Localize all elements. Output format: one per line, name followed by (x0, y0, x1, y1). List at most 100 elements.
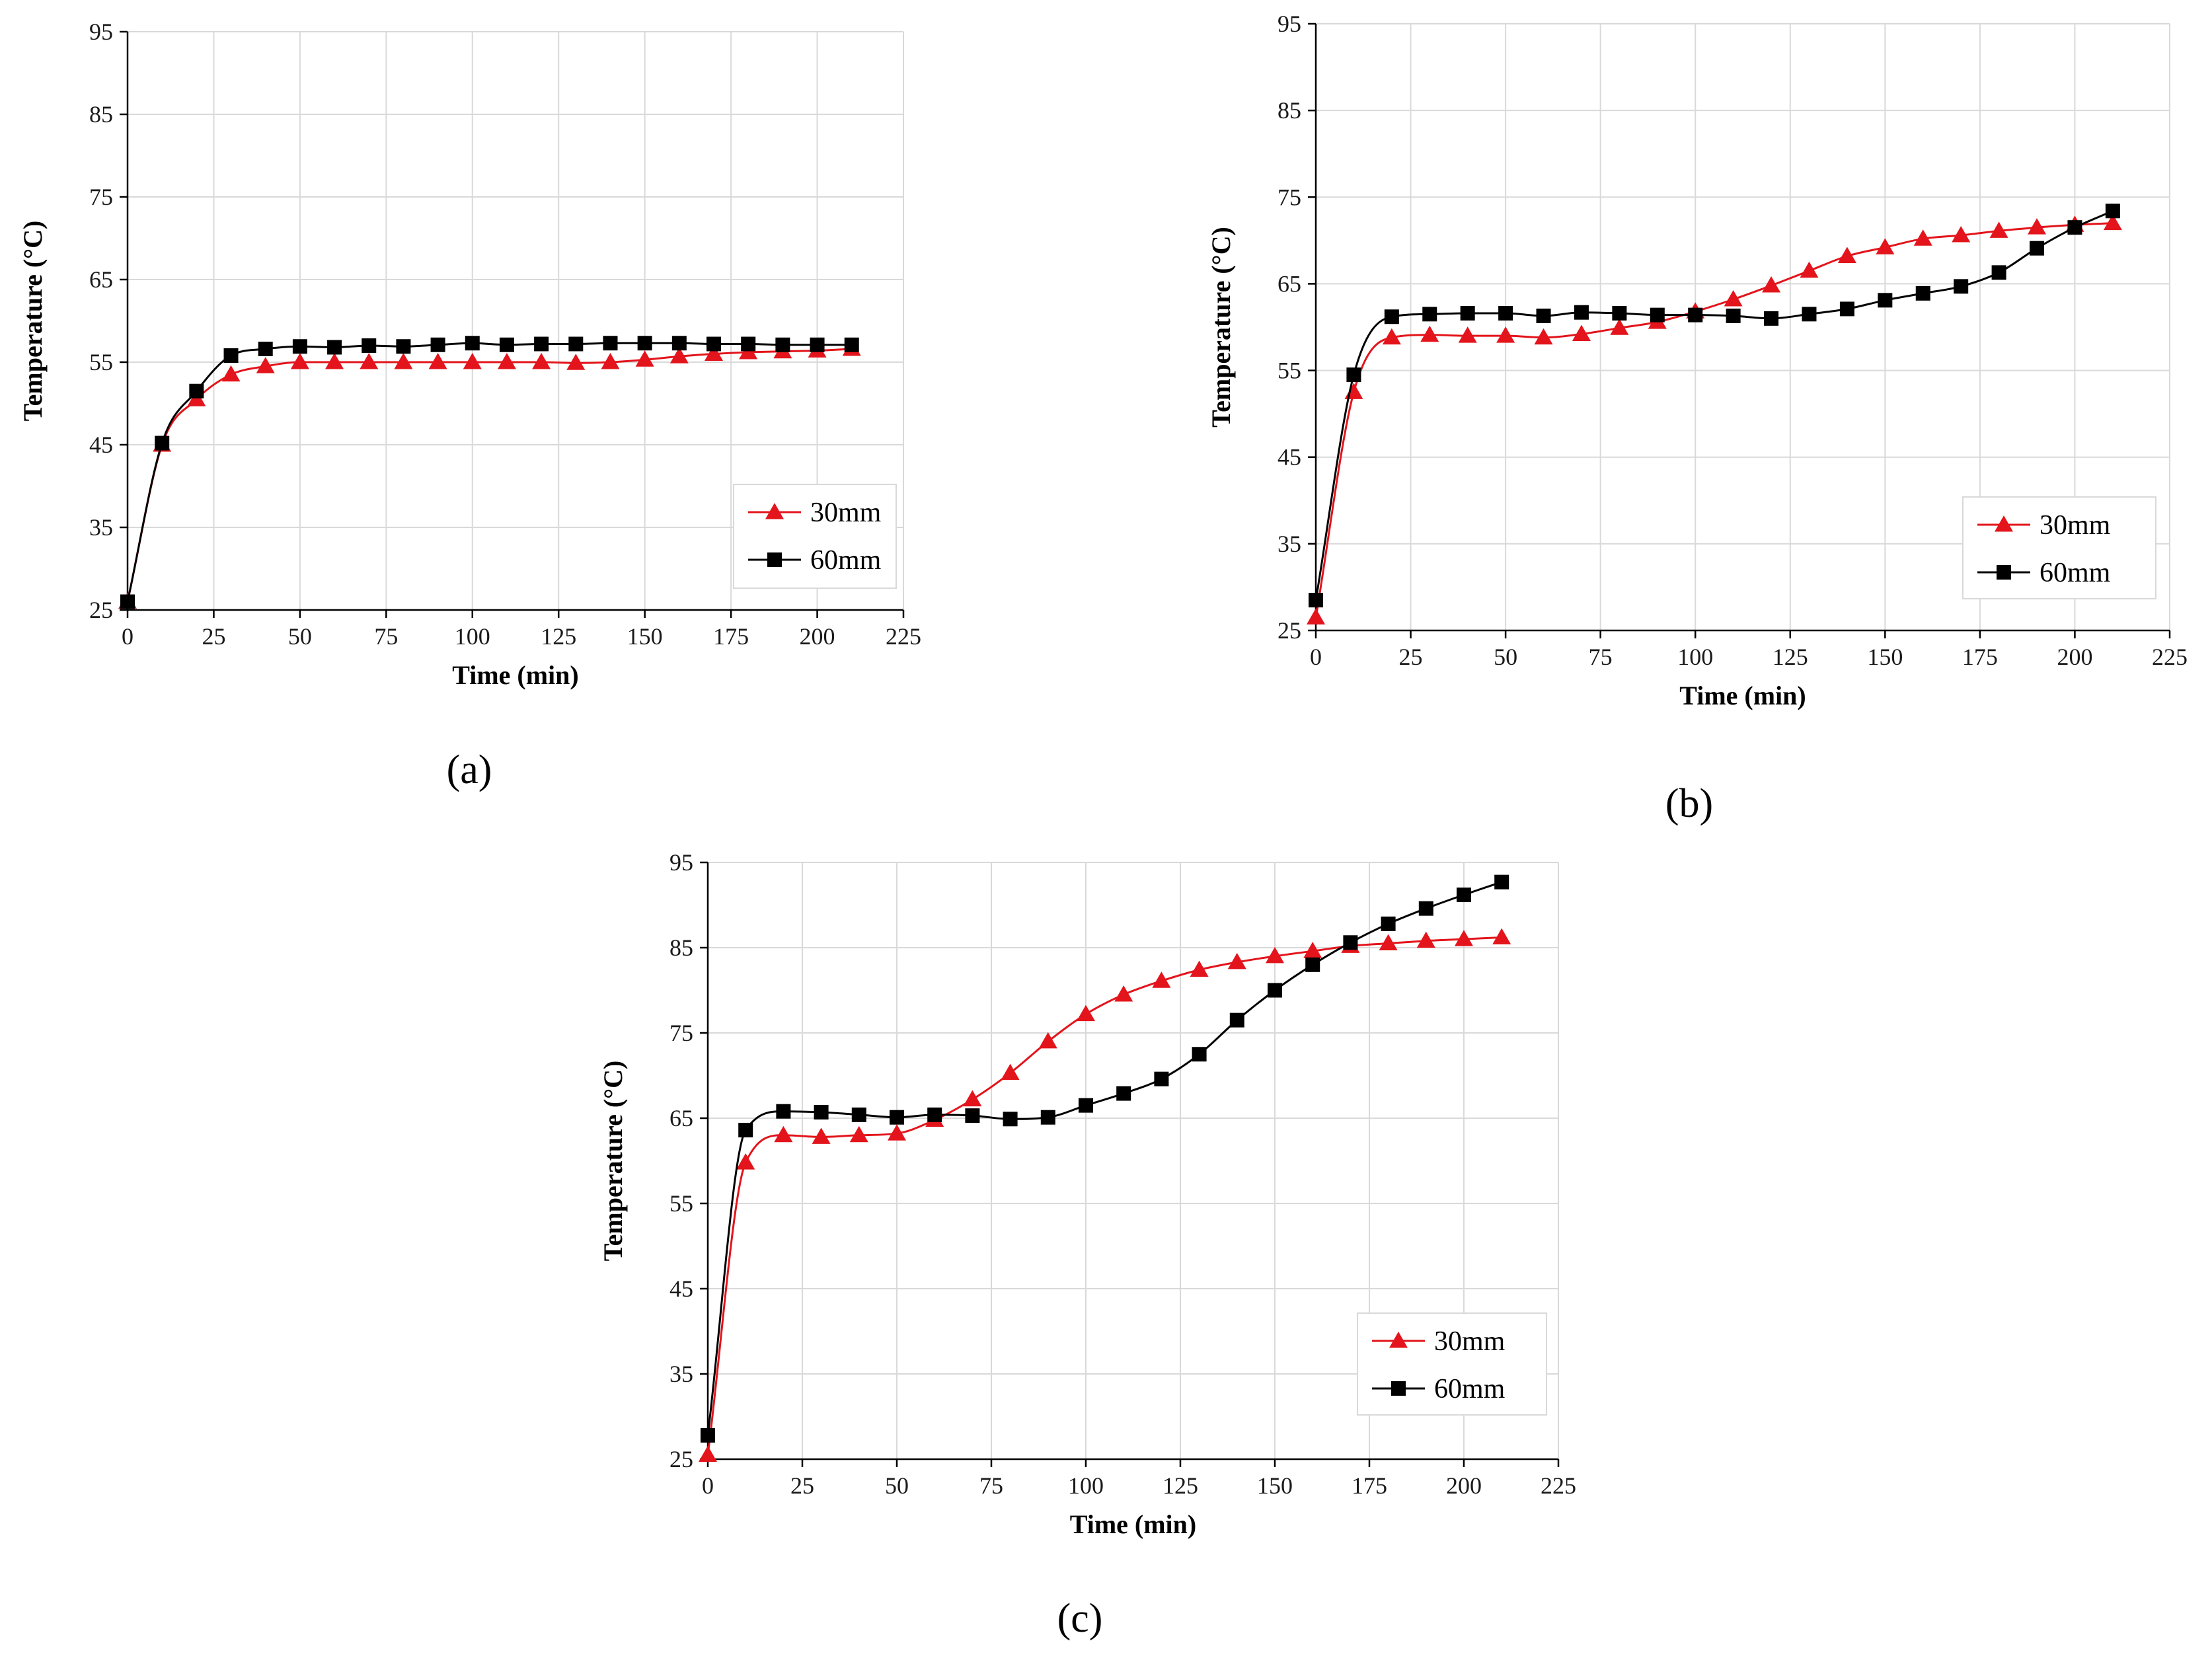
y-tick-label: 75 (669, 1020, 693, 1046)
data-point-30mm (428, 353, 447, 369)
x-tick-label: 50 (885, 1472, 909, 1499)
data-point-60mm (776, 1104, 791, 1119)
y-tick-label: 95 (1278, 11, 1301, 37)
data-point-60mm (738, 1123, 753, 1138)
data-point-60mm (155, 436, 170, 451)
y-tick-label: 35 (1278, 531, 1301, 557)
y-axis-title: Temperature (°C) (1206, 227, 1236, 428)
y-tick-label: 75 (1278, 184, 1301, 210)
x-tick-label: 25 (202, 623, 225, 650)
data-point-30mm (394, 353, 413, 369)
data-point-60mm (2030, 241, 2045, 256)
data-point-30mm (1913, 229, 1932, 246)
data-point-60mm (637, 336, 652, 351)
y-tick-label: 55 (669, 1190, 693, 1217)
data-point-30mm (705, 344, 724, 361)
legend: 30mm 60mm (1357, 1312, 1547, 1416)
data-point-60mm (568, 336, 584, 352)
x-tick-label: 75 (979, 1472, 1003, 1499)
x-tick-label: 125 (541, 623, 576, 650)
data-point-30mm (1989, 221, 2008, 238)
data-point-60mm (1418, 901, 1433, 916)
data-point-30mm (1534, 328, 1553, 345)
data-point-30mm (1724, 290, 1743, 307)
x-tick-label: 200 (1446, 1472, 1482, 1499)
data-point-60mm (258, 342, 273, 356)
y-tick-label: 45 (89, 432, 113, 458)
y-tick-label: 85 (89, 101, 113, 128)
data-point-60mm (223, 348, 239, 363)
series-60mm (701, 874, 1509, 1443)
data-point-60mm (1802, 307, 1817, 322)
data-point-30mm (1876, 238, 1895, 254)
data-point-30mm (1800, 261, 1819, 278)
data-point-60mm (2067, 220, 2082, 235)
data-point-30mm (221, 365, 241, 382)
data-point-60mm (1954, 279, 1969, 294)
data-point-60mm (671, 336, 687, 351)
y-tick-label: 95 (89, 19, 113, 45)
panel-label-a: (a) (447, 747, 492, 792)
data-point-60mm (1309, 593, 1323, 608)
data-point-30mm (888, 1124, 906, 1141)
data-point-30mm (1420, 325, 1439, 342)
data-point-60mm (603, 336, 618, 351)
x-axis-title: Time (min) (452, 660, 578, 690)
panel-a-chart: 0 25 50 75 100 125 150 175 200 225 25 35 45 55 65 75 85 9… (18, 19, 921, 690)
legend-label-30mm: 30mm (1434, 1326, 1506, 1357)
data-point-60mm (1116, 1086, 1131, 1101)
y-tick-label: 45 (669, 1275, 693, 1302)
data-point-30mm (736, 1153, 755, 1170)
data-point-30mm (1114, 985, 1133, 1002)
legend-swatch-marker (765, 503, 784, 519)
data-point-60mm (1079, 1098, 1093, 1113)
x-tick-label: 100 (455, 623, 490, 650)
data-point-60mm (1991, 265, 2006, 280)
data-point-60mm (814, 1104, 829, 1120)
data-point-30mm (1496, 326, 1515, 343)
legend-swatch-marker (1391, 1381, 1406, 1396)
series-60mm (1309, 204, 2120, 608)
x-tick-label: 0 (702, 1472, 714, 1499)
data-point-60mm (741, 336, 756, 352)
panel-c-chart: 0 25 50 75 100 125 150 175 200 225 25 35 45 55 65 75 85 9… (598, 849, 1576, 1539)
data-point-60mm (1305, 957, 1320, 972)
y-tick-label: 65 (89, 266, 113, 293)
x-tick-label: 50 (288, 623, 312, 650)
data-point-30mm (1952, 225, 1971, 243)
y-tick-label: 85 (1278, 97, 1301, 124)
data-point-30mm (532, 353, 551, 369)
data-point-60mm (927, 1107, 942, 1122)
y-tick-label: 25 (1278, 617, 1301, 644)
legend-swatch-marker (1995, 515, 2013, 532)
data-point-60mm (1726, 308, 1741, 323)
data-point-60mm (465, 336, 480, 351)
x-tick-label: 225 (886, 623, 921, 650)
data-point-30mm (849, 1125, 868, 1143)
y-tick-label: 85 (669, 934, 693, 961)
data-point-30mm (1303, 942, 1322, 958)
data-point-60mm (499, 337, 514, 352)
data-point-30mm (669, 347, 689, 363)
data-point-60mm (1343, 935, 1358, 950)
y-tick-label: 25 (669, 1446, 693, 1472)
data-point-60mm (1346, 367, 1361, 383)
y-tick-label: 75 (89, 184, 113, 210)
data-point-60mm (1574, 305, 1589, 320)
data-point-60mm (775, 337, 790, 352)
data-point-60mm (430, 337, 445, 352)
data-point-60mm (1229, 1012, 1244, 1028)
data-point-30mm (635, 350, 654, 367)
data-point-30mm (1455, 930, 1473, 946)
x-tick-label: 175 (1352, 1472, 1387, 1499)
data-point-60mm (1612, 306, 1627, 321)
data-point-60mm (1457, 888, 1471, 903)
data-point-30mm (1038, 1032, 1057, 1049)
data-point-60mm (362, 338, 377, 353)
data-point-30mm (1762, 276, 1781, 293)
y-tick-label: 55 (1278, 358, 1301, 384)
y-axis-title: Temperature (°C) (18, 221, 48, 422)
data-point-60mm (1650, 307, 1665, 323)
data-point-60mm (1154, 1071, 1169, 1086)
data-point-30mm (1190, 960, 1209, 977)
